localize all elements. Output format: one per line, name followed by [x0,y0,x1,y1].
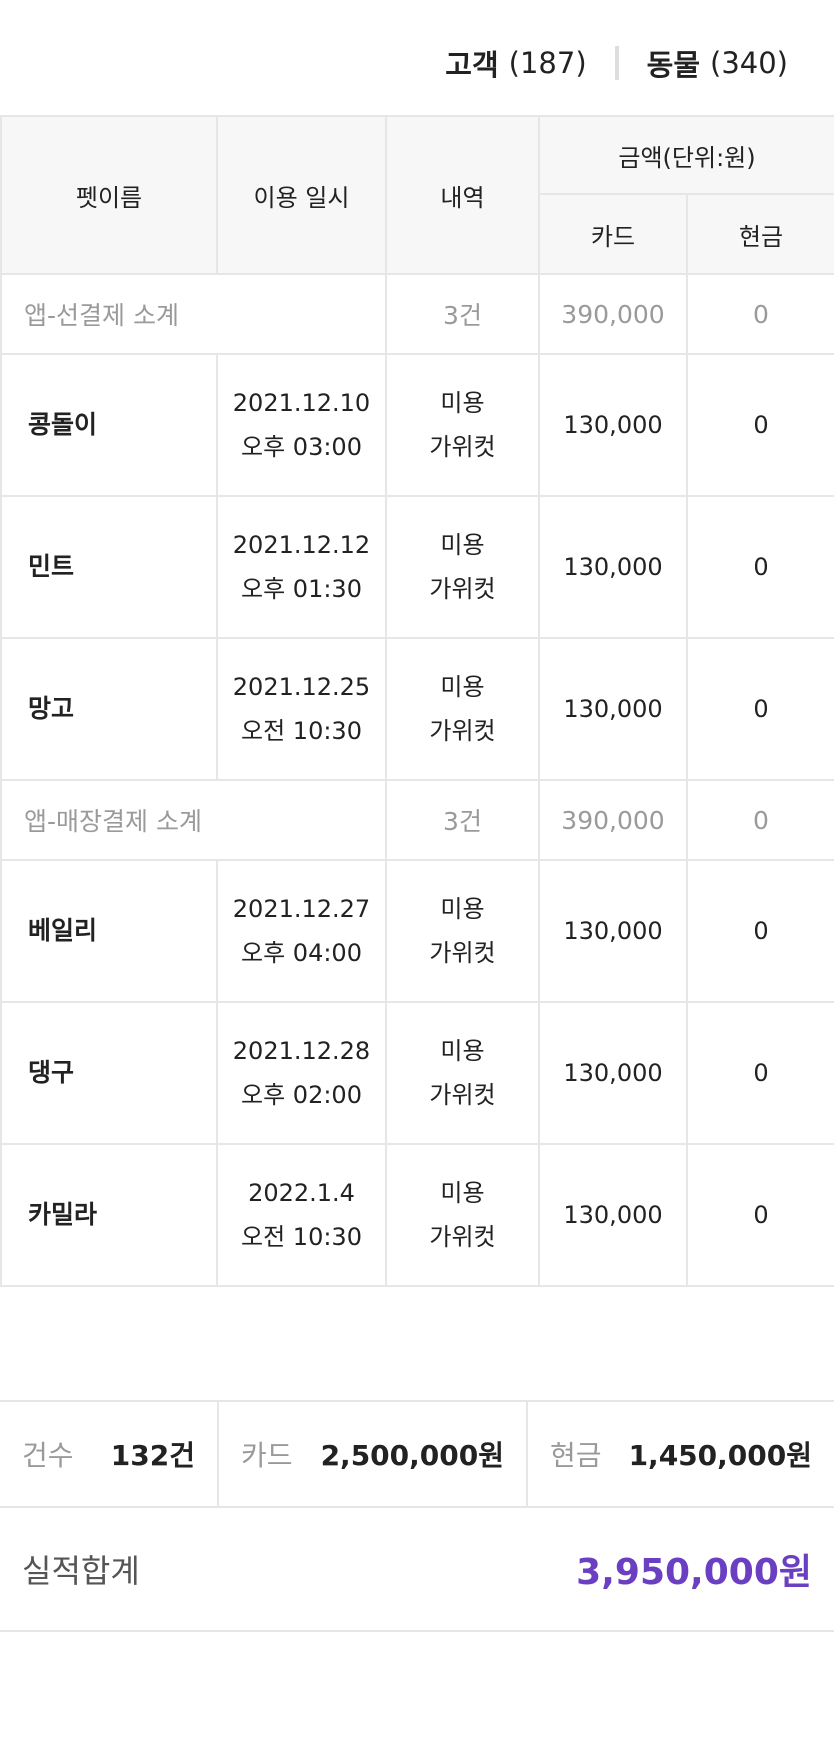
sales-table: 펫이름 이용 일시 내역 금액(단위:원) 카드 현금 앱-선결제 소계 3건 … [0,115,834,1287]
usage-time: 오전 10:30 [241,717,362,745]
subtotal-label: 앱-선결제 소계 [0,273,387,355]
cash-amount: 0 [686,637,834,781]
total-count-cell: 건수 132건 [0,1402,217,1506]
total-cash-value: 1,450,000원 [628,1439,812,1472]
usage-date: 2021.12.28 [232,1037,371,1065]
animal-count-value: (340) [710,46,788,80]
grand-total-row: 실적합계 3,950,000원 [0,1508,834,1630]
usage-date: 2022.1.4 [248,1179,355,1207]
header-cash: 현금 [686,193,834,275]
cash-amount: 0 [686,1143,834,1287]
totals-breakdown: 건수 132건 카드 2,500,000원 현금 1,450,000원 [0,1402,834,1508]
animal-count-label: 동물 [646,48,701,82]
detail-service: 가위컷 [429,433,496,461]
usage-datetime: 2022.1.4 오전 10:30 [216,1143,387,1287]
detail-category: 미용 [440,673,485,701]
count-summary: 고객 (187) 동물 (340) [445,42,788,84]
usage-datetime: 2021.12.28 오후 02:00 [216,1001,387,1145]
pet-name: 망고 [0,637,218,781]
header-detail: 내역 [385,115,540,275]
subtotal-row: 앱-선결제 소계 3건 390,000 0 [0,273,834,355]
detail-service: 가위컷 [429,1223,496,1251]
usage-datetime: 2021.12.10 오후 03:00 [216,353,387,497]
total-card-cell: 카드 2,500,000원 [217,1402,526,1506]
pet-name: 베일리 [0,859,218,1003]
header-card: 카드 [538,193,688,275]
cash-amount: 0 [686,1001,834,1145]
detail-category: 미용 [440,895,485,923]
subtotal-count: 3건 [385,273,540,355]
usage-time: 오후 01:30 [241,575,362,603]
card-amount: 130,000 [538,495,688,639]
detail-service: 가위컷 [429,1081,496,1109]
usage-datetime: 2021.12.27 오후 04:00 [216,859,387,1003]
customer-count-label: 고객 [445,48,499,82]
subtotal-card: 390,000 [538,273,688,355]
detail-category: 미용 [440,1179,485,1207]
detail-service: 가위컷 [429,939,496,967]
usage-time: 오후 04:00 [241,939,362,967]
subtotal-card: 390,000 [538,779,688,861]
pet-name: 카밀라 [0,1143,218,1287]
usage-time: 오후 03:00 [241,433,362,461]
usage-date: 2021.12.27 [232,895,371,923]
pet-name: 댕구 [0,1001,218,1145]
total-card-label: 카드 [241,1439,293,1472]
total-cash-label: 현금 [550,1439,602,1472]
pet-name: 콩돌이 [0,353,218,497]
usage-datetime: 2021.12.12 오후 01:30 [216,495,387,639]
detail-category: 미용 [440,389,485,417]
cash-amount: 0 [686,495,834,639]
totals-summary: 건수 132건 카드 2,500,000원 현금 1,450,000원 실적합계… [0,1400,834,1632]
card-amount: 130,000 [538,353,688,497]
detail-category: 미용 [440,531,485,559]
grand-total-label: 실적합계 [22,1552,140,1590]
card-amount: 130,000 [538,1001,688,1145]
count-divider [614,46,619,80]
usage-time: 오후 02:00 [241,1081,362,1109]
cash-amount: 0 [686,859,834,1003]
header-pet-name: 펫이름 [0,115,218,275]
subtotal-cash: 0 [686,273,834,355]
usage-date: 2021.12.10 [232,389,371,417]
usage-datetime: 2021.12.25 오전 10:30 [216,637,387,781]
pet-name: 민트 [0,495,218,639]
subtotal-count: 3건 [385,779,540,861]
subtotal-cash: 0 [686,779,834,861]
card-amount: 130,000 [538,637,688,781]
usage-time: 오전 10:30 [241,1223,362,1251]
header-date: 이용 일시 [216,115,387,275]
detail-category: 미용 [440,1037,485,1065]
total-card-value: 2,500,000원 [320,1439,504,1472]
total-count-label: 건수 [22,1439,74,1472]
usage-date: 2021.12.12 [232,531,371,559]
subtotal-label: 앱-매장결제 소계 [0,779,387,861]
detail-service: 가위컷 [429,717,496,745]
detail-service: 가위컷 [429,575,496,603]
grand-total-value: 3,950,000원 [576,1552,812,1593]
usage-date: 2021.12.25 [232,673,371,701]
cash-amount: 0 [686,353,834,497]
total-count-value: 132건 [110,1439,195,1472]
header-amount: 금액(단위:원) [538,115,834,195]
card-amount: 130,000 [538,859,688,1003]
card-amount: 130,000 [538,1143,688,1287]
customer-count-value: (187) [508,46,587,80]
total-cash-cell: 현금 1,450,000원 [526,1402,834,1506]
subtotal-row: 앱-매장결제 소계 3건 390,000 0 [0,779,834,861]
